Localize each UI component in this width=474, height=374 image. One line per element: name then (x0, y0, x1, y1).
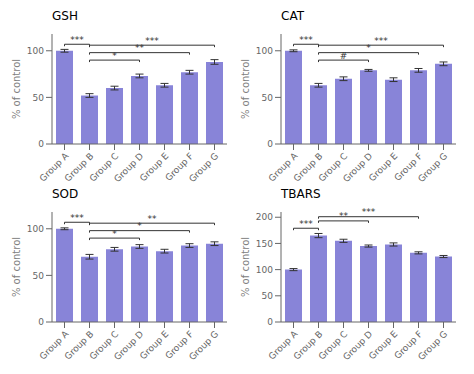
svg-text:Group G: Group G (416, 151, 449, 184)
svg-text:*: * (112, 229, 117, 239)
svg-text:**: ** (339, 211, 349, 221)
svg-text:*: * (366, 43, 371, 53)
svg-text:Group E: Group E (366, 150, 400, 184)
svg-text:Group C: Group C (87, 150, 121, 184)
html-text:CAT: CAT (281, 9, 304, 23)
svg-text:***: *** (70, 35, 84, 45)
svg-text:*: * (137, 221, 142, 231)
svg-text:**: ** (148, 214, 158, 224)
html-text:SOD: SOD (52, 187, 79, 201)
svg-text:0: 0 (267, 317, 273, 327)
svg-text:0: 0 (38, 139, 44, 149)
svg-text:Group C: Group C (316, 150, 350, 184)
svg-text:200: 200 (256, 212, 273, 222)
svg-text:Group A: Group A (266, 328, 300, 362)
svg-text:0: 0 (38, 317, 44, 327)
svg-text:50: 50 (33, 93, 45, 103)
svg-text:***: *** (362, 207, 376, 217)
svg-text:Group C: Group C (87, 328, 121, 362)
svg-text:Group F: Group F (163, 150, 196, 183)
svg-text:**: ** (135, 43, 145, 53)
svg-text:% of control: % of control (240, 59, 251, 119)
svg-text:Group B: Group B (291, 328, 325, 362)
svg-text:*: * (112, 51, 117, 61)
svg-text:50: 50 (262, 291, 274, 301)
svg-text:Group B: Group B (62, 150, 96, 184)
svg-text:50: 50 (33, 271, 45, 281)
svg-text:Group B: Group B (62, 328, 96, 362)
svg-text:Group A: Group A (266, 150, 300, 184)
svg-text:Group G: Group G (187, 151, 220, 184)
svg-text:100: 100 (27, 224, 44, 234)
svg-text:#: # (340, 51, 348, 61)
svg-text:0: 0 (267, 139, 273, 149)
svg-text:Group E: Group E (366, 328, 400, 362)
svg-text:Group D: Group D (112, 328, 146, 363)
svg-text:% of control: % of control (11, 237, 22, 297)
svg-text:100: 100 (256, 265, 273, 275)
svg-text:Group D: Group D (112, 150, 146, 185)
svg-text:Group D: Group D (341, 328, 375, 363)
html-text:GSH: GSH (52, 9, 78, 23)
svg-text:Group F: Group F (392, 150, 425, 183)
svg-text:50: 50 (262, 93, 274, 103)
svg-text:Group B: Group B (291, 150, 325, 184)
svg-text:Group F: Group F (163, 328, 196, 361)
svg-text:Group G: Group G (187, 329, 220, 362)
svg-text:***: *** (299, 35, 313, 45)
svg-text:100: 100 (27, 46, 44, 56)
svg-text:Group A: Group A (37, 150, 71, 184)
svg-text:150: 150 (256, 239, 273, 249)
svg-text:% of control: % of control (240, 237, 251, 297)
svg-text:% of control: % of control (11, 59, 22, 119)
svg-text:Group C: Group C (316, 328, 350, 362)
svg-text:***: *** (145, 36, 159, 46)
svg-text:Group E: Group E (137, 328, 171, 362)
svg-text:Group D: Group D (341, 150, 375, 185)
svg-text:***: *** (299, 219, 313, 229)
svg-text:Group A: Group A (37, 328, 71, 362)
svg-text:100: 100 (256, 46, 273, 56)
svg-text:Group E: Group E (137, 150, 171, 184)
svg-text:***: *** (70, 213, 84, 223)
svg-text:Group F: Group F (392, 328, 425, 361)
html-text:TBARS: TBARS (281, 187, 321, 201)
svg-text:Group G: Group G (416, 329, 449, 362)
svg-text:***: *** (374, 36, 388, 46)
